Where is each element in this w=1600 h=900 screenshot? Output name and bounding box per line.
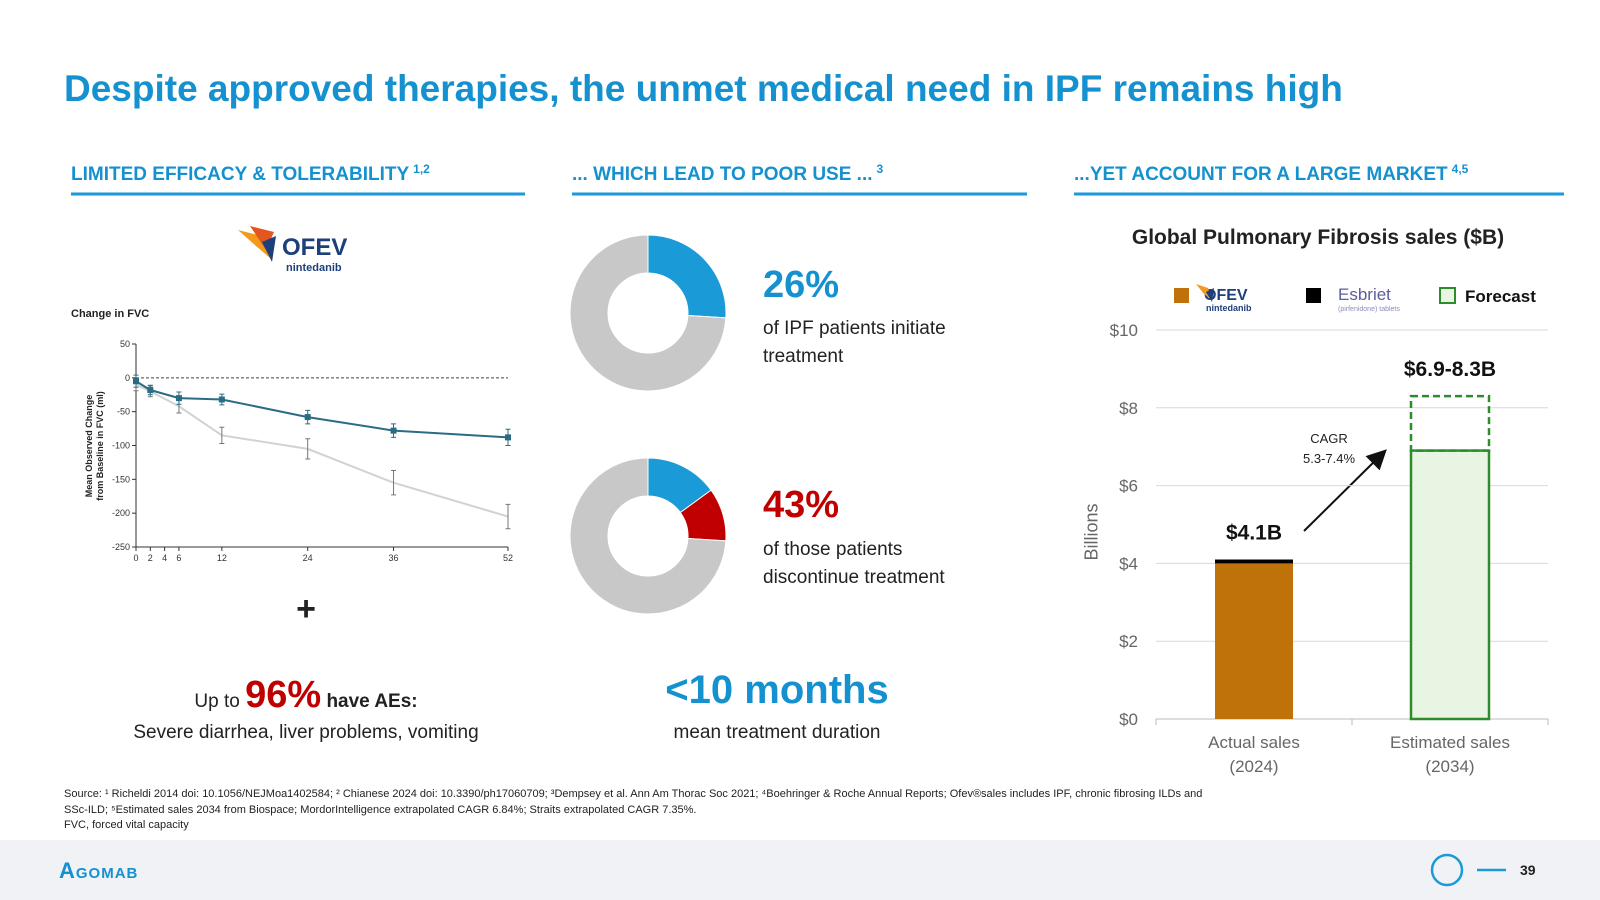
- ae-line: Up to 96% have AEs:: [194, 674, 417, 717]
- section-heading: LIMITED EFFICACY & TOLERABILITY 1,2: [71, 162, 430, 186]
- ofev-icon: [238, 226, 276, 262]
- legend-sublabel: nintedanib: [1206, 303, 1252, 313]
- y-axis-label: Billions: [1081, 503, 1102, 561]
- x-tick-label: 24: [303, 553, 313, 563]
- y-tick-label: 50: [120, 339, 130, 349]
- stat-value: 26%: [763, 264, 840, 306]
- x-tick-label: 4: [162, 553, 167, 563]
- page-number: 39: [1520, 862, 1536, 878]
- y-tick-label: $6: [1119, 477, 1138, 496]
- company-logo: Agomab: [59, 858, 139, 883]
- x-tick-label: 2: [148, 553, 153, 563]
- legend-swatch: [1174, 288, 1189, 303]
- donut-slice: [569, 234, 727, 392]
- stat-text: of IPF patients initiate treatment: [763, 318, 946, 367]
- y-tick-label: -250: [112, 542, 130, 552]
- x-tick-label: Estimated sales (2034): [1390, 733, 1510, 776]
- legend-label: Esbriet: [1338, 285, 1391, 304]
- error-bar: [505, 503, 511, 530]
- x-tick-label: 12: [217, 553, 227, 563]
- stat-text: of those patients discontinue treatment: [763, 539, 945, 588]
- legend-label: OFEV: [1204, 287, 1248, 304]
- slide-title: Despite approved therapies, the unmet me…: [64, 68, 1343, 109]
- series-line: [135, 380, 509, 439]
- error-bar: [305, 438, 311, 460]
- error-bar: [219, 426, 225, 444]
- heading-refs: 3: [876, 162, 884, 176]
- point: [218, 396, 225, 403]
- logo-generic: nintedanib: [286, 262, 342, 274]
- legend-icon: [1196, 284, 1212, 300]
- y-tick-label: $10: [1110, 321, 1138, 340]
- legend-swatch: [1306, 288, 1321, 303]
- heading-text: LIMITED EFFICACY & TOLERABILITY: [71, 164, 410, 185]
- y-tick-label: -200: [112, 508, 130, 518]
- range-bar: [1409, 394, 1491, 452]
- bar-annotation: $4.1B: [1226, 522, 1282, 545]
- y-axis-label: Mean Observed Change from Baseline in FV…: [84, 391, 105, 501]
- heading-refs: 4,5: [1451, 162, 1469, 176]
- bar-annotation: $6.9-8.3B: [1404, 358, 1496, 381]
- cagr-label: CAGR 5.3-7.4%: [1302, 431, 1356, 466]
- bar: [1215, 559, 1293, 564]
- y-tick-label: -150: [112, 474, 130, 484]
- duration-value: <10 months: [665, 668, 889, 712]
- duration-text: mean treatment duration: [673, 722, 881, 743]
- stat-value: 43%: [763, 484, 840, 526]
- section-heading: ... WHICH LEAD TO POOR USE ... 3: [572, 162, 883, 186]
- donut-slice: [647, 234, 727, 319]
- y-tick-label: -50: [117, 407, 130, 417]
- chart-title: Change in FVC: [71, 308, 150, 320]
- chart-title: Global Pulmonary Fibrosis sales ($B): [1131, 226, 1505, 249]
- plus-sign: +: [296, 590, 316, 628]
- abbrev-note: FVC, forced vital capacity: [64, 819, 189, 831]
- x-tick-label: 0: [133, 553, 138, 563]
- series-line: [135, 383, 509, 518]
- bar: [1409, 449, 1491, 721]
- ae-value: 96%: [245, 674, 322, 716]
- page-circle: [1430, 853, 1464, 887]
- heading-text: ...YET ACCOUNT FOR A LARGE MARKET: [1074, 164, 1448, 185]
- point: [147, 387, 154, 394]
- point: [505, 434, 511, 441]
- ae-prefix: Up to: [194, 691, 240, 712]
- heading-text: ... WHICH LEAD TO POOR USE ...: [572, 164, 873, 185]
- footer-band: [0, 840, 1600, 900]
- point: [390, 427, 397, 434]
- logo-name: OFEV: [282, 234, 348, 261]
- legend-label: Forecast: [1465, 287, 1536, 306]
- point: [304, 414, 311, 421]
- y-tick-label: $4: [1119, 554, 1138, 573]
- x-tick-label: Actual sales (2024): [1208, 733, 1300, 776]
- source-note: Source: ¹ Richeldi 2014 doi: 10.1056/NEJ…: [64, 788, 1203, 816]
- x-tick-label: 6: [176, 553, 181, 563]
- ae-detail: Severe diarrhea, liver problems, vomitin…: [133, 722, 479, 743]
- heading-refs: 1,2: [413, 162, 430, 176]
- bar: [1215, 563, 1293, 719]
- y-tick-label: -100: [112, 441, 130, 451]
- point: [175, 395, 182, 402]
- y-tick-label: 0: [125, 373, 130, 383]
- error-bar: [391, 470, 397, 496]
- section-heading: ...YET ACCOUNT FOR A LARGE MARKET 4,5: [1074, 162, 1468, 186]
- x-tick-label: 52: [503, 553, 513, 563]
- point: [133, 378, 139, 385]
- y-tick-label: $8: [1119, 399, 1138, 418]
- legend-swatch: [1439, 287, 1456, 304]
- ae-suffix: have AEs:: [326, 691, 418, 712]
- donut-slice: [569, 457, 727, 615]
- y-tick-label: $0: [1119, 710, 1138, 729]
- x-tick-label: 36: [389, 553, 399, 563]
- legend-sublabel: (pirfenidone) tablets: [1338, 306, 1400, 313]
- cagr-arrow: [1303, 449, 1387, 532]
- legend-icon: [1206, 288, 1214, 302]
- y-tick-label: $2: [1119, 632, 1138, 651]
